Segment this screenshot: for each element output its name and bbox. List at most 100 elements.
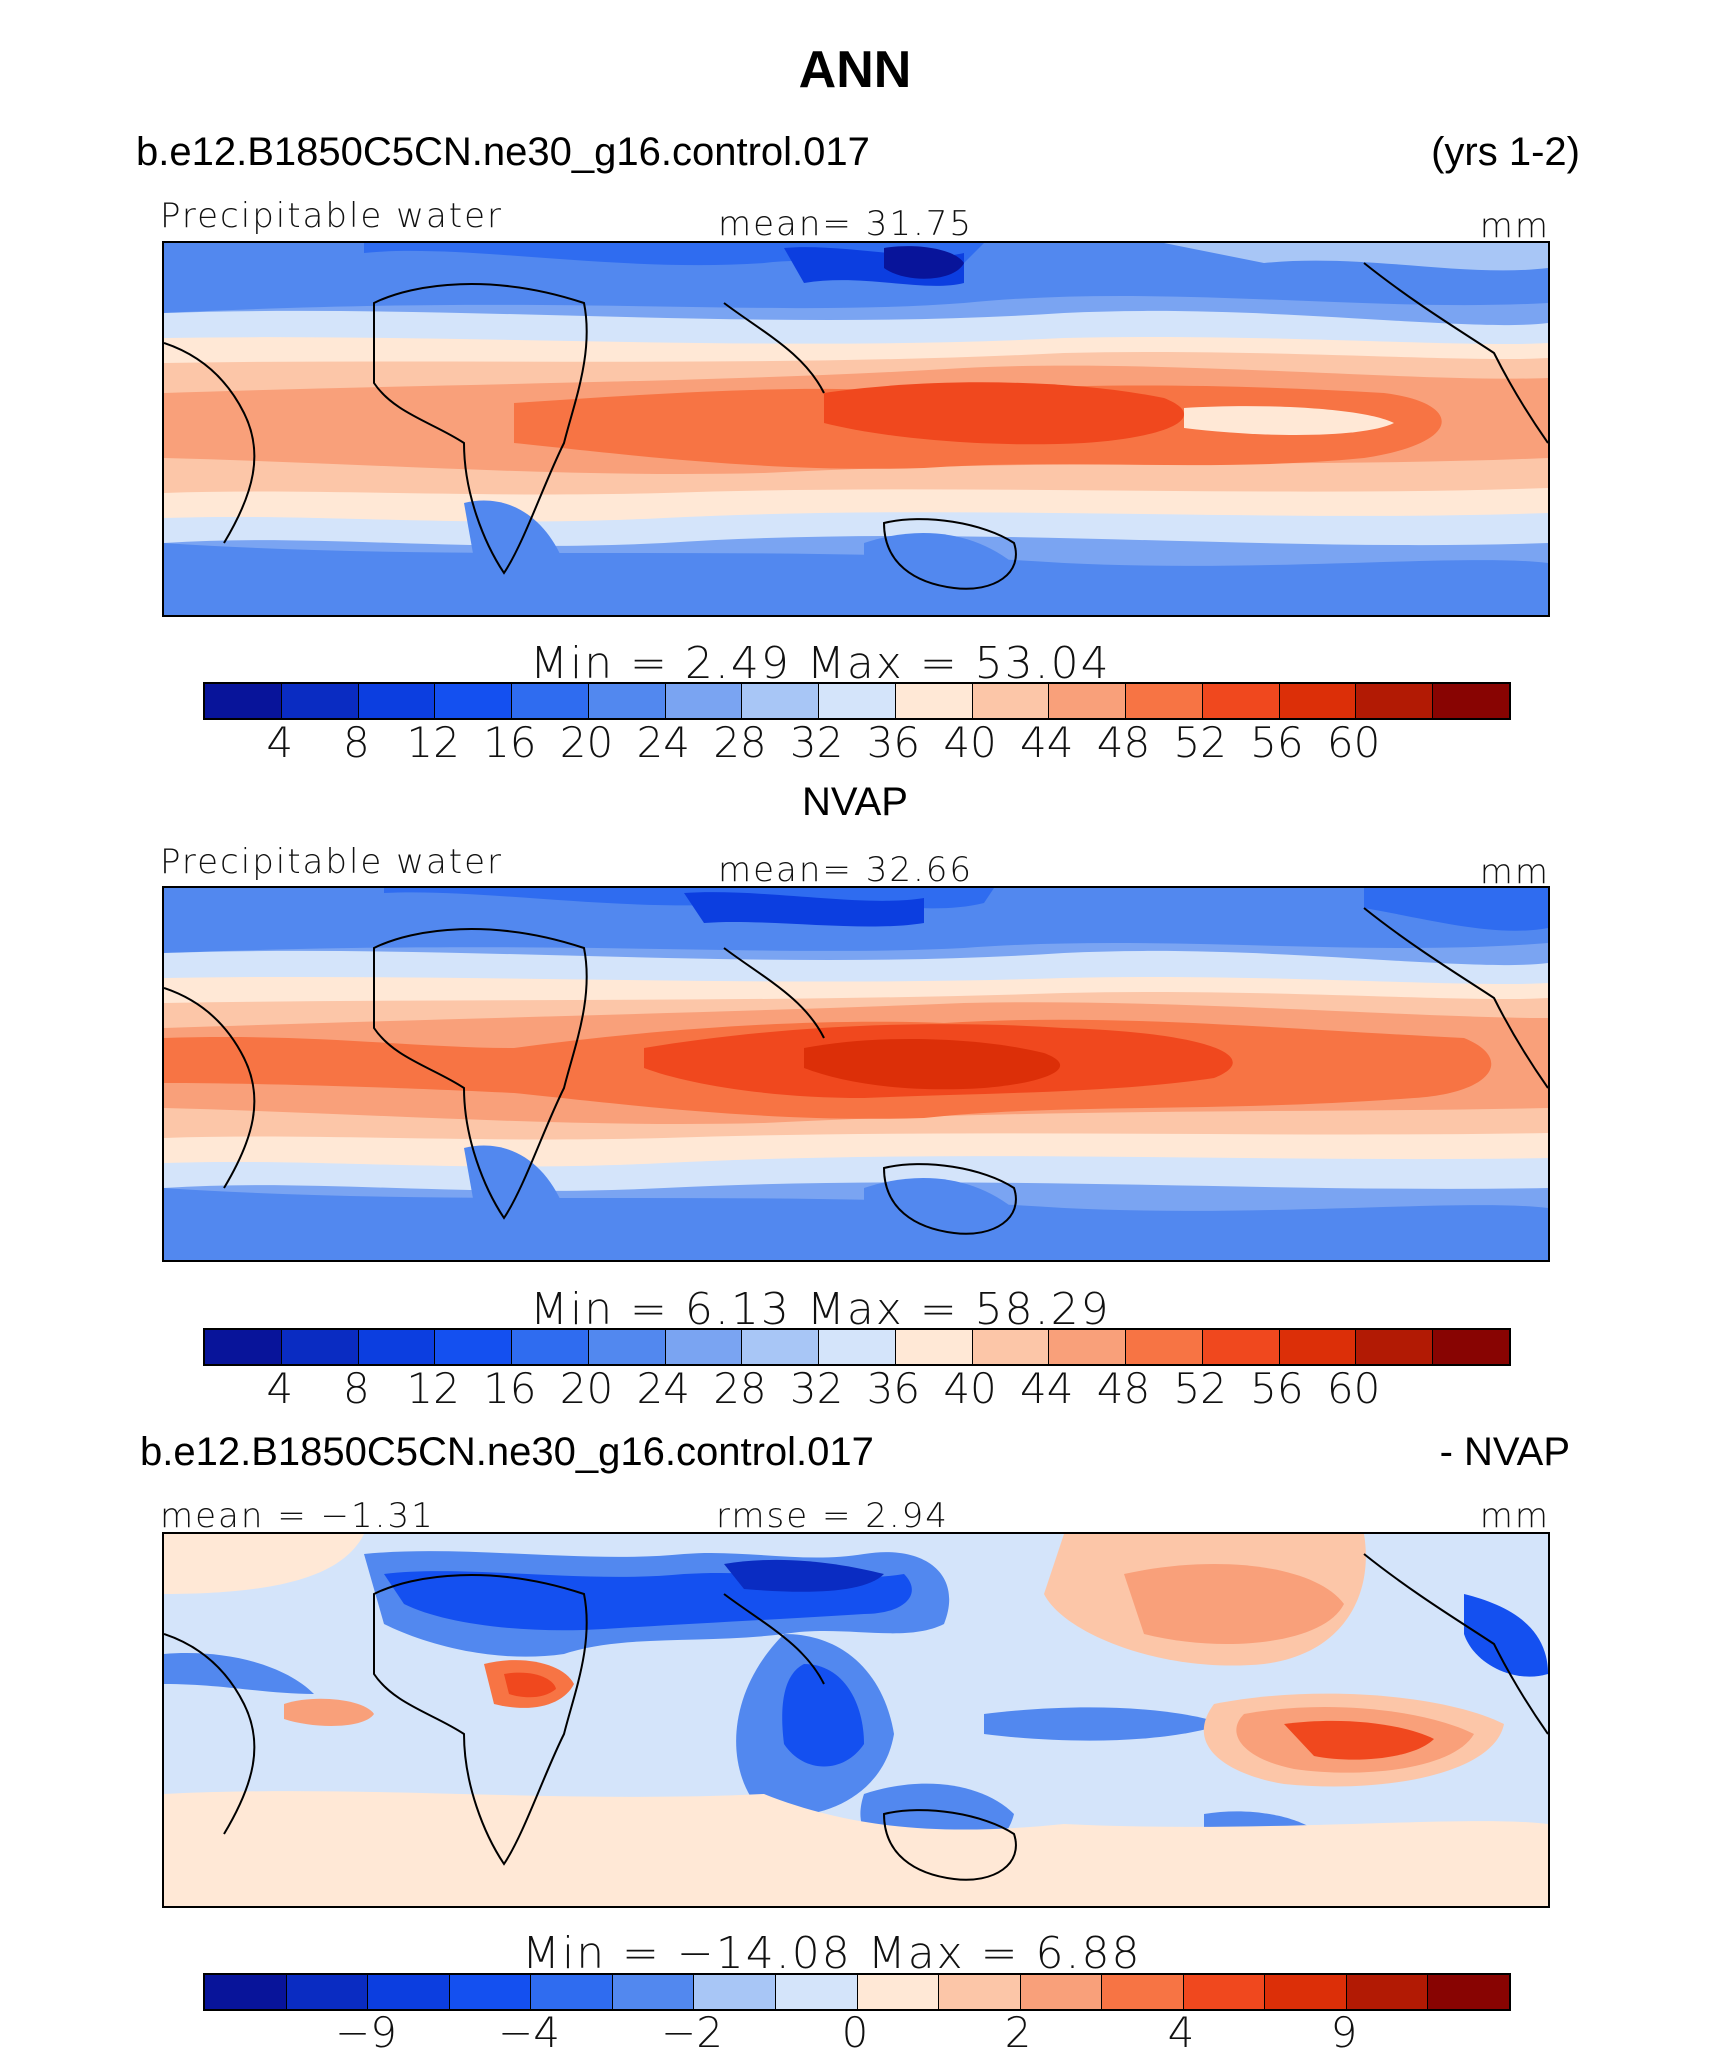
panel1-units: mm xyxy=(1479,206,1550,246)
colorbar-tick-label: 20 xyxy=(559,718,614,767)
colorbar-box xyxy=(1183,1975,1266,2009)
colorbar-box xyxy=(449,1975,532,2009)
colorbar-box xyxy=(588,1330,666,1364)
colorbar-box xyxy=(435,1330,513,1364)
colorbar-tick-label: 40 xyxy=(943,718,997,767)
colorbar-tick-label: 24 xyxy=(636,1364,690,1413)
colorbar-box xyxy=(1279,1330,1357,1364)
colorbar-box xyxy=(819,1330,896,1364)
colorbar-box xyxy=(1126,684,1203,718)
colorbar-box xyxy=(531,1975,613,2009)
colorbar-box xyxy=(665,684,743,718)
panel3-mean-label: mean = −1.31 xyxy=(160,1496,435,1536)
colorbar-box xyxy=(1279,684,1357,718)
colorbar-box xyxy=(775,1975,858,2009)
colorbar-tick-label: 24 xyxy=(636,718,690,767)
colorbar-tick-label: 44 xyxy=(1020,718,1074,767)
colorbar-tick-label: 32 xyxy=(789,1364,844,1413)
colorbar-box xyxy=(1356,684,1434,718)
colorbar-box xyxy=(819,684,896,718)
colorbar-box xyxy=(1265,1975,1347,2009)
colorbar-box xyxy=(1346,1975,1429,2009)
colorbar-tick-label: 4 xyxy=(266,718,294,767)
colorbar-box xyxy=(1433,1330,1510,1364)
panel3-units: mm xyxy=(1479,1496,1550,1536)
case-name: b.e12.B1850C5CN.ne30_g16.control.017 xyxy=(136,130,870,174)
panel3-min-max: Min = −14.08 Max = 6.88 xyxy=(522,1928,1142,1979)
colorbar-box xyxy=(588,684,666,718)
colorbar-box xyxy=(895,684,973,718)
colorbar-tick-label: 28 xyxy=(713,718,767,767)
colorbar-tick-label: 28 xyxy=(713,1364,767,1413)
colorbar-box xyxy=(665,1330,743,1364)
colorbar-tick-label: −9 xyxy=(335,2008,397,2057)
panel2-subtitle: NVAP xyxy=(802,780,908,824)
colorbar-box xyxy=(1126,1330,1203,1364)
panel2-variable-label: Precipitable water xyxy=(160,842,504,882)
colorbar-tick-label: 56 xyxy=(1250,1364,1304,1413)
panel2-mean-label: mean= 32.66 xyxy=(718,850,974,890)
colorbar-box xyxy=(281,1330,359,1364)
colorbar-box xyxy=(939,1975,1021,2009)
colorbar-tick-label: 4 xyxy=(266,1364,294,1413)
colorbar-tick-label: 52 xyxy=(1173,1364,1227,1413)
colorbar-box xyxy=(1202,1330,1280,1364)
panel1-mean-label: mean= 31.75 xyxy=(718,204,974,244)
panel1-colorbar xyxy=(203,682,1511,720)
panel1-map xyxy=(162,241,1550,617)
colorbar-tick-label: 48 xyxy=(1096,1364,1151,1413)
colorbar-box xyxy=(205,684,282,718)
panel3-rmse-label: rmse = 2.94 xyxy=(716,1496,949,1536)
colorbar-box xyxy=(1428,1975,1509,2009)
colorbar-box xyxy=(1433,684,1510,718)
colorbar-box xyxy=(857,1975,940,2009)
colorbar-tick-label: −2 xyxy=(661,2008,723,2057)
colorbar-box xyxy=(368,1975,450,2009)
colorbar-box xyxy=(1020,1975,1103,2009)
panel2-units: mm xyxy=(1479,852,1550,892)
colorbar-tick-label: 20 xyxy=(559,1364,614,1413)
colorbar-box xyxy=(512,1330,589,1364)
colorbar-box xyxy=(742,684,820,718)
colorbar-tick-label: −4 xyxy=(498,2008,560,2057)
panel3-contour-svg xyxy=(164,1534,1548,1906)
colorbar-tick-label: 16 xyxy=(483,718,537,767)
panel3-colorbar xyxy=(203,1973,1511,2011)
colorbar-tick-label: 52 xyxy=(1173,718,1227,767)
colorbar-box xyxy=(972,1330,1050,1364)
colorbar-box xyxy=(205,1330,282,1364)
panel2-colorbar xyxy=(203,1328,1511,1366)
colorbar-tick-label: 60 xyxy=(1326,718,1381,767)
colorbar-tick-label: 4 xyxy=(1167,2008,1195,2057)
colorbar-box xyxy=(1102,1975,1184,2009)
panel1-contour-svg xyxy=(164,243,1548,615)
colorbar-box xyxy=(512,684,589,718)
colorbar-tick-label: 44 xyxy=(1020,1364,1074,1413)
panel3-map xyxy=(162,1532,1550,1908)
colorbar-box xyxy=(1202,684,1280,718)
colorbar-box xyxy=(281,684,359,718)
colorbar-tick-label: 16 xyxy=(483,1364,537,1413)
panel2-contour-svg xyxy=(164,888,1548,1260)
colorbar-box xyxy=(1049,1330,1127,1364)
figure-title: ANN xyxy=(798,41,912,99)
colorbar-box xyxy=(1049,684,1127,718)
colorbar-tick-label: 12 xyxy=(406,1364,460,1413)
colorbar-tick-label: 36 xyxy=(866,718,921,767)
years-label: (yrs 1-2) xyxy=(1431,130,1580,174)
colorbar-box xyxy=(742,1330,820,1364)
panel2-map xyxy=(162,886,1550,1262)
colorbar-tick-label: 32 xyxy=(789,718,844,767)
colorbar-tick-label: 36 xyxy=(866,1364,921,1413)
colorbar-tick-label: 12 xyxy=(406,718,460,767)
colorbar-tick-label: 48 xyxy=(1096,718,1151,767)
colorbar-tick-label: 56 xyxy=(1250,718,1304,767)
panel2-min-max: Min = 6.13 Max = 58.29 xyxy=(530,1284,1111,1335)
diff-case-name: b.e12.B1850C5CN.ne30_g16.control.017 xyxy=(140,1430,874,1474)
colorbar-tick-label: 2 xyxy=(1004,2008,1032,2057)
colorbar-box xyxy=(972,684,1050,718)
colorbar-tick-label: 60 xyxy=(1326,1364,1381,1413)
colorbar-box xyxy=(1356,1330,1434,1364)
colorbar-tick-label: 0 xyxy=(841,2008,869,2057)
